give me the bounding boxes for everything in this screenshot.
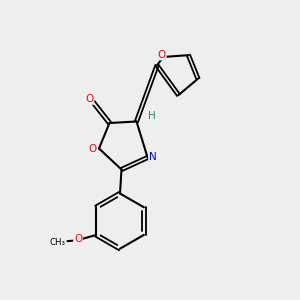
Text: O: O: [89, 143, 97, 154]
Text: O: O: [74, 234, 82, 244]
Text: O: O: [85, 94, 94, 104]
Text: N: N: [149, 152, 157, 163]
Text: H: H: [148, 111, 156, 121]
Text: CH₃: CH₃: [50, 238, 66, 247]
Text: O: O: [158, 50, 166, 60]
